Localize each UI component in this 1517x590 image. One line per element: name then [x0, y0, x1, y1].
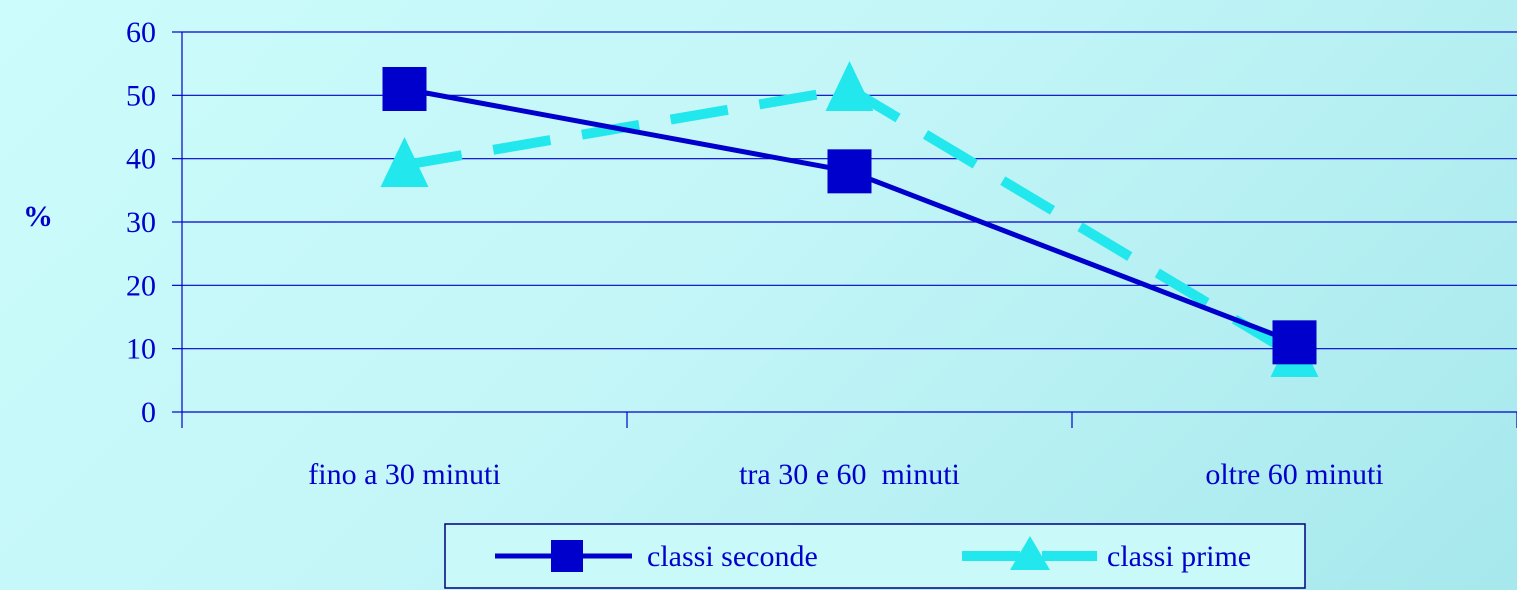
y-tick-label: 60 — [126, 16, 156, 49]
y-tick-label: 40 — [126, 143, 156, 176]
x-category-label: fino a 30 minuti — [308, 458, 500, 491]
y-tick-label: 0 — [141, 396, 156, 429]
y-tick-label: 30 — [126, 206, 156, 239]
legend-label-classi-prime: classi prime — [1107, 540, 1251, 573]
series-line-classi-seconde — [404, 86, 1296, 345]
series-group — [380, 61, 1319, 377]
legend-label-classi-seconde: classi seconde — [647, 540, 818, 573]
y-tick-label: 20 — [126, 269, 156, 302]
data-point-square — [1272, 320, 1317, 365]
data-point-triangle — [380, 137, 429, 187]
x-category-label: oltre 60 minuti — [1205, 458, 1383, 491]
data-point-square — [827, 149, 872, 194]
data-point-triangle — [825, 61, 874, 111]
y-axis-ticks: 0 10 20 30 40 50 60 — [126, 16, 183, 429]
legend-square-marker-icon — [551, 540, 583, 572]
legend-triangle-marker-icon — [1010, 536, 1050, 570]
legend: classi seconde classi prime — [444, 523, 1306, 589]
y-axis-label: % — [23, 200, 53, 233]
x-axis: fino a 30 minuti tra 30 e 60 minuti oltre … — [181, 411, 1517, 491]
data-point-square — [382, 67, 427, 111]
y-tick-label: 50 — [126, 79, 156, 112]
x-category-label: tra 30 e 60 minuti — [739, 458, 960, 491]
y-tick-label: 10 — [126, 333, 156, 366]
